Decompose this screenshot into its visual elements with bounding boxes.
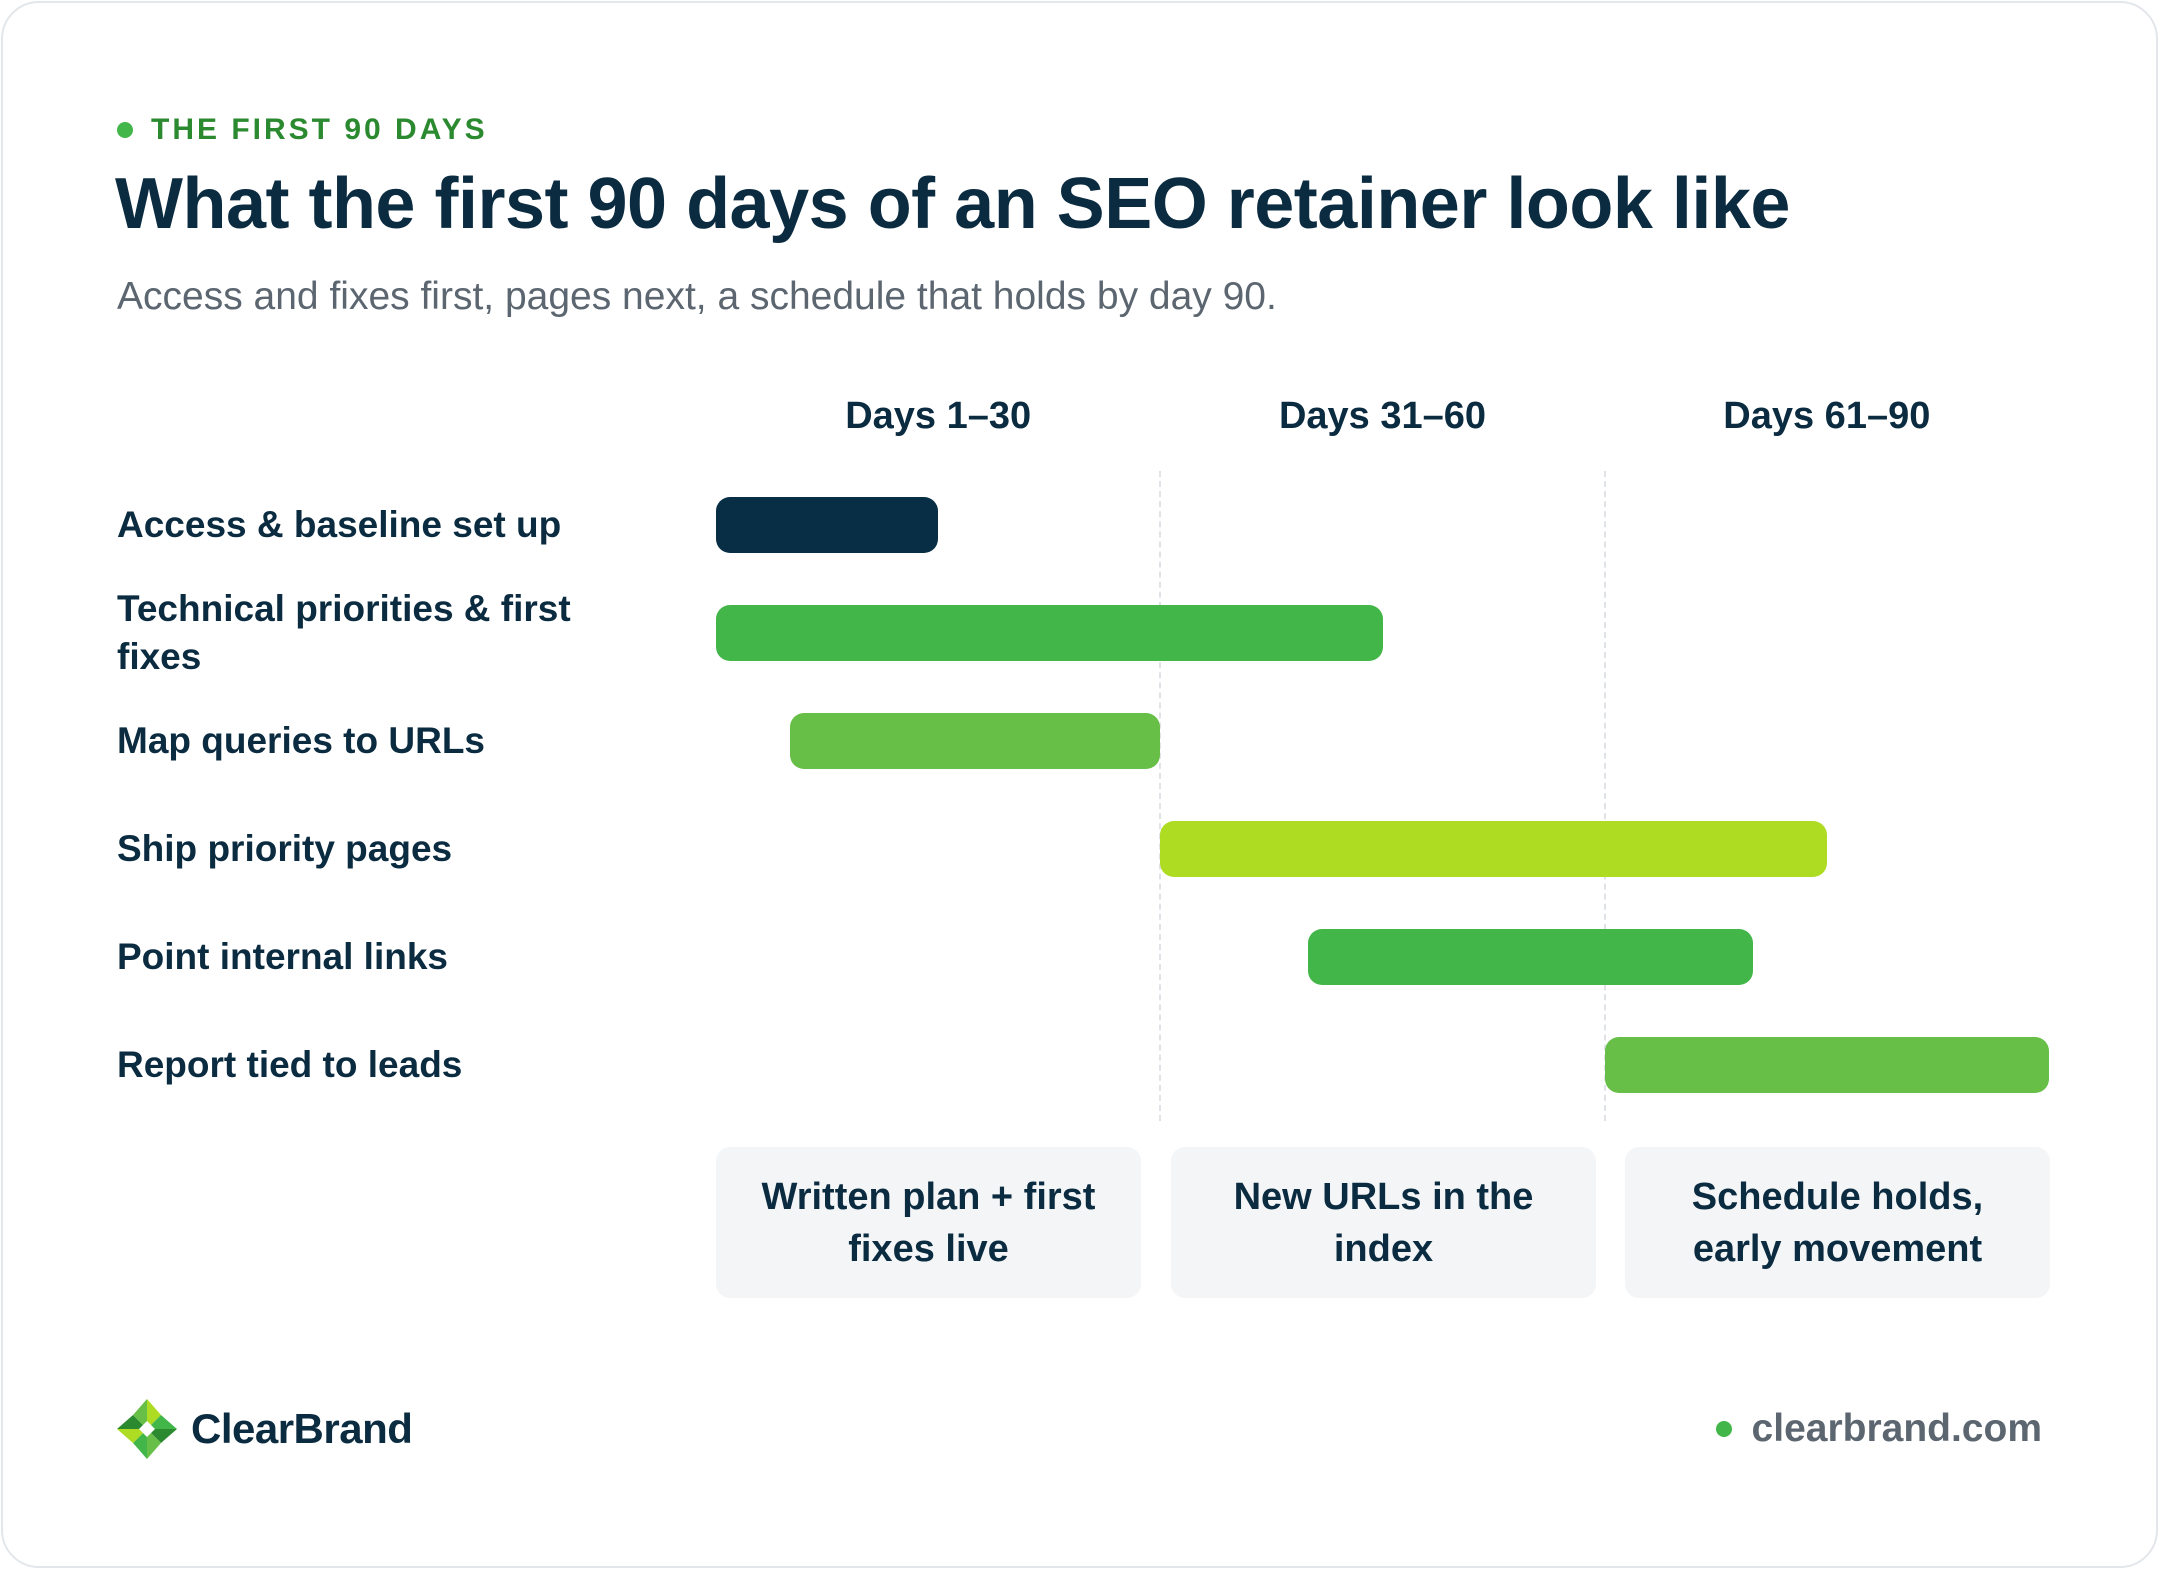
- task-bar: [716, 497, 939, 553]
- brand-logo: ClearBrand: [115, 1397, 413, 1461]
- task-label: Technical priorities & first fixes: [117, 588, 571, 677]
- website-dot-icon: [1715, 1421, 1732, 1437]
- outcome-box: Written plan + first fixes live: [716, 1147, 1141, 1298]
- outcome-box: New URLs in the index: [1171, 1147, 1596, 1298]
- brand-name: ClearBrand: [191, 1405, 413, 1452]
- period-header: Days 31–60: [1278, 395, 1487, 437]
- task-bar: [1160, 821, 1827, 877]
- website-text: clearbrand.com: [1751, 1407, 2042, 1450]
- chart-title: What the first 90 days of an SEO retaine…: [115, 164, 1790, 244]
- clearbrand-logo-icon: [117, 1399, 177, 1459]
- period-gridline: [1603, 471, 1606, 1121]
- period-header: Days 61–90: [1723, 395, 1931, 437]
- period-gridline: [1159, 471, 1162, 1121]
- task-label: Access & baseline set up: [117, 504, 562, 545]
- task-label: Point internal links: [117, 936, 448, 977]
- task-bar: [790, 713, 1161, 769]
- task-label: Map queries to URLs: [117, 720, 485, 761]
- task-label: Report tied to leads: [117, 1044, 463, 1085]
- outcome-box: Schedule holds, early movement: [1625, 1147, 2050, 1298]
- task-bar: [716, 605, 1383, 661]
- task-label: Ship priority pages: [117, 828, 453, 869]
- task-bar: [1604, 1037, 2049, 1093]
- eyebrow: THE FIRST 90 DAYS: [117, 113, 488, 147]
- period-header: Days 1–30: [845, 395, 1032, 437]
- eyebrow-text: THE FIRST 90 DAYS: [151, 113, 488, 146]
- eyebrow-dot-icon: [117, 122, 133, 138]
- chart-subtitle: Access and fixes first, pages next, a sc…: [117, 275, 1277, 318]
- website-link[interactable]: clearbrand.com: [1715, 1407, 2042, 1451]
- task-bar: [1308, 929, 1753, 985]
